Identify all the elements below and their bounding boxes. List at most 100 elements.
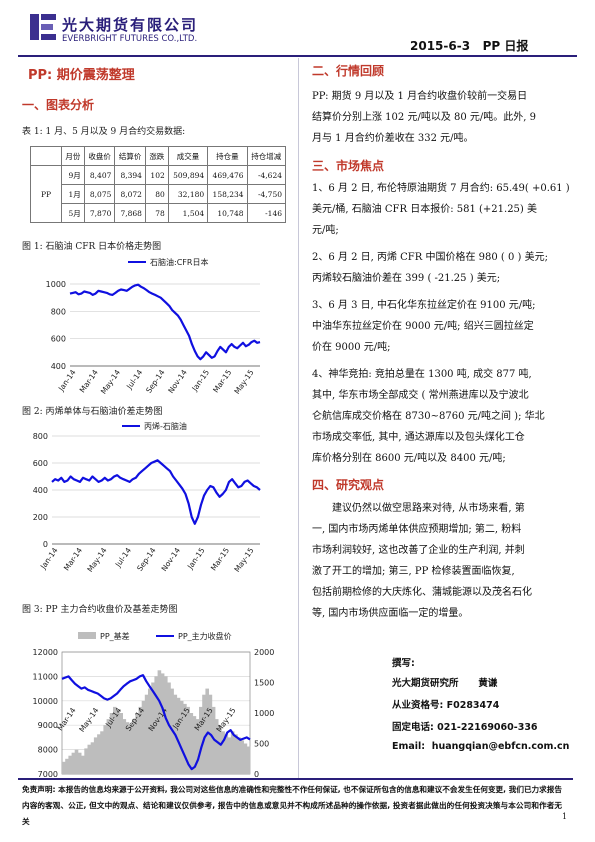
y-tick-label: 600 (51, 335, 66, 344)
x-tick-label: May-15 (232, 546, 255, 574)
x-tick-label: Mar-14 (78, 368, 100, 395)
x-tick-label: Jan-14 (56, 368, 78, 394)
basis-bar (116, 710, 120, 774)
x-tick-label: May-15 (232, 368, 255, 396)
text-line: 一, 国内市场丙烯单体供应预期增加; 第二, 粉料 (312, 524, 522, 535)
table-cell: 469,476 (207, 165, 248, 185)
text-line: 4、神华竞拍: 竞拍总量在 1300 吨, 成交 877 吨, (312, 369, 532, 380)
y-right-tick-label: 0 (254, 770, 259, 778)
author-name: 光大期货研究所 黄谦 (392, 678, 498, 689)
text-line: 美元/桶, 石脑油 CFR 日本报价: 581 (+21.25) 美 (312, 204, 538, 215)
y-tick-label: 400 (33, 486, 48, 495)
basis-bar (246, 746, 251, 774)
basis-bar (176, 697, 181, 775)
header-divider (18, 55, 577, 57)
basis-bar (138, 706, 143, 774)
x-tick-label: Jan-15 (190, 368, 212, 394)
phone-number: 固定电话: 021-22169060-336 (392, 722, 538, 733)
y-tick-label: 200 (33, 513, 48, 522)
table-cell: 8,075 (83, 184, 116, 204)
y-left-tick-label: 8000 (38, 746, 58, 755)
basis-bar (87, 744, 92, 774)
focus-item: 3、6 月 3 日, 中石化华东拉丝定价在 9100 元/吨; 中油华东拉丝定价… (312, 295, 574, 358)
series-line (51, 459, 261, 525)
basis-bar (109, 713, 114, 774)
table-row: 1月 8,075 8,072 80 32,180 158,234 -4,750 (31, 184, 287, 204)
y-right-tick-label: 1500 (254, 679, 274, 688)
report-name: PP 日报 (482, 39, 529, 53)
y-tick-label: 800 (51, 307, 66, 316)
series-line (69, 283, 261, 361)
basis-bar (141, 700, 146, 774)
basis-bar (186, 706, 190, 774)
basis-bar (195, 719, 200, 774)
basis-bar (100, 731, 104, 774)
table-cell: 158,234 (207, 184, 248, 204)
table-cell: 7,870 (83, 203, 116, 223)
table-header-row: 月份 收盘价 结算价 涨跌 成交量 持仓量 持仓增减 (30, 146, 287, 166)
basis-bar (230, 731, 235, 774)
table-caption: 表 1: 1 月、5 月以及 9 月合约交易数据: (22, 127, 186, 137)
basis-bar (77, 752, 82, 774)
legend-swatch-basis (78, 632, 96, 639)
text-line: 1、6 月 2 日, 布伦特原油期货 7 月合约: 65.49( +0.61 ) (312, 183, 570, 194)
table-header-cell: 结算价 (114, 146, 146, 166)
text-line: 结算价分别上涨 102 元/吨以及 80 元/吨。此外, 9 (312, 112, 536, 123)
y-right-tick-label: 1000 (254, 709, 274, 718)
section4-heading: 四、研究观点 (312, 478, 385, 492)
table-cell: 509,894 (167, 165, 209, 185)
x-tick-label: Mar-14 (62, 546, 84, 573)
basis-bar (74, 749, 79, 774)
x-tick-label: Nov-14 (166, 368, 189, 395)
basis-bar (119, 713, 123, 774)
table-cell: 102 (144, 165, 169, 185)
basis-bar (237, 737, 241, 774)
legend-label: 丙烯-石脑油 (144, 421, 187, 431)
basis-bar (167, 682, 171, 774)
x-tick-label: Jul-14 (124, 368, 144, 392)
text-line: 2、6 月 2 日, 丙烯 CFR 中国价格在 980 ( 0 ) 美元; (312, 252, 548, 263)
x-tick-label: Jan-15 (185, 546, 207, 572)
y-left-tick-label: 11000 (33, 672, 58, 681)
text-line: 月与 1 月合约价差收在 332 元/吨。 (312, 133, 474, 144)
x-tick-label: Mar-15 (211, 368, 233, 395)
y-left-tick-label: 7000 (38, 770, 58, 778)
y-tick-label: 400 (51, 362, 66, 371)
report-title: PP: 期价震荡整理 (28, 68, 135, 83)
basis-bar (221, 731, 225, 774)
company-logo (30, 14, 56, 40)
disclaimer-text: 免责声明: 本报告的信息均来源于公开资料, 我公司对这些信息的准确性和完整性不作… (22, 785, 562, 826)
basis-bar (179, 700, 184, 774)
trade-data-table: 月份 收盘价 结算价 涨跌 成交量 持仓量 持仓增减 PP 9月 8,407 8… (30, 146, 287, 223)
basis-bar (122, 719, 127, 774)
text-line: 价在 9000 元/吨; (312, 342, 391, 353)
basis-bar (90, 742, 95, 774)
table-cell: -146 (246, 203, 287, 223)
basis-bar (234, 734, 238, 774)
table-cell: 32,180 (167, 184, 209, 204)
basis-bar (97, 734, 101, 774)
column-divider (298, 58, 299, 778)
y-tick-label: 0 (43, 540, 48, 549)
table-cell: 10,748 (207, 203, 248, 223)
basis-bar (202, 694, 206, 774)
basis-bar (218, 725, 222, 774)
price-line (61, 674, 251, 771)
text-line: 丙烯较石脑油价差在 399 ( -21.25 ) 美元; (312, 273, 501, 284)
text-line: 3、6 月 3 日, 中石化华东拉丝定价在 9100 元/吨; (312, 300, 536, 311)
section2-heading: 二、行情回顾 (312, 64, 385, 78)
x-tick-label: Jan-14 (38, 546, 60, 572)
fig3-caption: 图 3: PP 主力合约收盘价及基差走势图 (22, 605, 178, 615)
y-right-tick-label: 500 (254, 740, 269, 749)
footer-divider (18, 778, 573, 830)
legend-label: 石脑油:CFR日本 (150, 257, 208, 267)
certificate-number: 从业资格号: F0283474 (392, 700, 500, 711)
table-header-cell: 涨跌 (144, 146, 169, 166)
basis-bar (199, 706, 203, 774)
basis-bar (205, 688, 209, 774)
basis-bar (214, 719, 219, 774)
table-cell: -4,750 (246, 184, 287, 204)
table-cell: -4,624 (246, 165, 287, 185)
